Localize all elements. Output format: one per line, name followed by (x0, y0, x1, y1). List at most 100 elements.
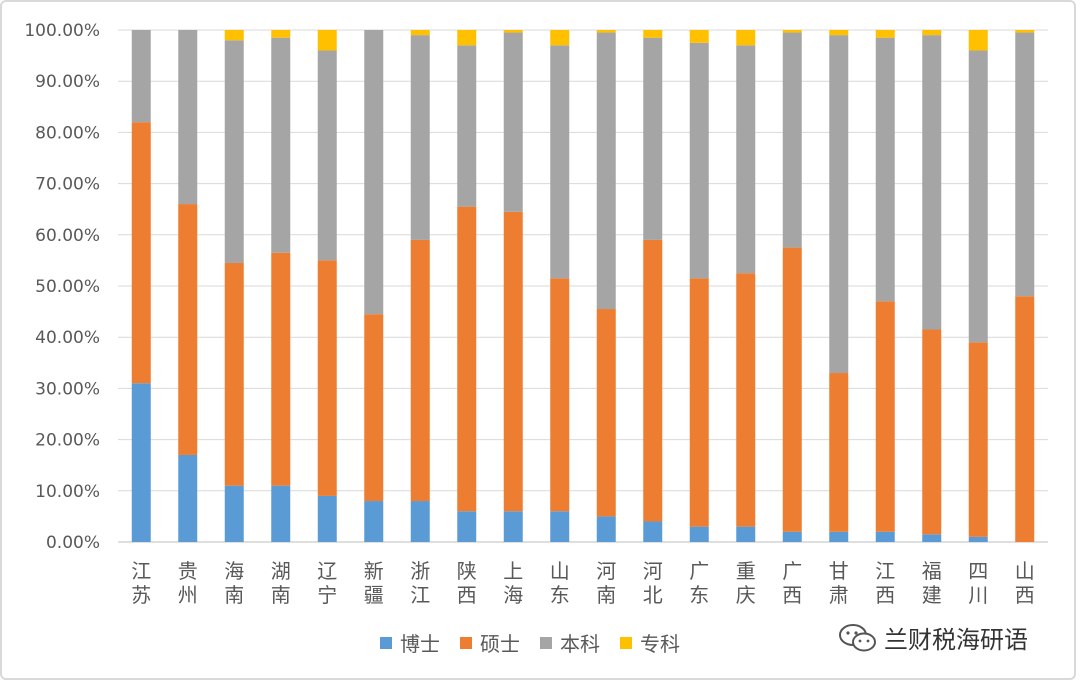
bar-segment (736, 45, 756, 274)
y-tick-label: 80.00% (35, 123, 100, 143)
wechat-icon (839, 623, 876, 651)
bar-segment (317, 50, 337, 261)
bar-segment (596, 516, 616, 542)
bar-segment (131, 30, 151, 123)
bar-segment (317, 30, 337, 51)
legend-swatch-doctor (380, 636, 392, 649)
y-tick-label: 20.00% (35, 431, 100, 451)
x-tick-label: 河南 (596, 559, 616, 607)
legend-label-junior-college: 专科 (640, 632, 680, 656)
bar-segment (1015, 30, 1035, 33)
bar-segment (922, 30, 942, 36)
bar-segment (922, 329, 942, 535)
bar-segment (503, 211, 523, 512)
y-tick-label: 70.00% (35, 175, 100, 195)
y-tick-label: 0.00% (46, 533, 100, 553)
bar-segment (178, 454, 198, 542)
bar-segment (596, 32, 616, 310)
bar-segment (364, 501, 384, 542)
legend-item-master: 硕士 (460, 628, 520, 657)
bar-segment (550, 511, 570, 542)
bar-segment (829, 531, 849, 542)
bar-segment (596, 309, 616, 517)
bar-segment (643, 37, 663, 240)
bar-segment (410, 30, 430, 36)
legend-swatch-junior-college (620, 636, 632, 649)
bar-segment (503, 32, 523, 212)
bar-segment (782, 531, 802, 542)
watermark-text: 兰财税海研语 (884, 626, 1028, 654)
bar-segment (410, 239, 430, 502)
bar-segment (689, 42, 709, 279)
bar-segment (178, 30, 198, 205)
legend: 博士 硕士 本科 专科 (380, 628, 700, 657)
x-tick-label: 四川 (968, 559, 988, 607)
bar-segment (782, 247, 802, 532)
bar-segment (875, 37, 895, 302)
legend-swatch-bachelor (540, 636, 552, 649)
x-tick-label: 福建 (922, 559, 942, 607)
watermark: 兰财税海研语 (838, 620, 1028, 655)
y-tick-label: 30.00% (35, 379, 100, 399)
bar-segment (271, 252, 291, 486)
bar-segment (829, 373, 849, 532)
bar-segment (736, 273, 756, 527)
bar-segment (829, 30, 849, 36)
bar-segment (364, 314, 384, 502)
legend-swatch-master (460, 636, 472, 649)
x-tick-label: 湖南 (271, 559, 291, 607)
legend-item-junior-college: 专科 (620, 628, 680, 657)
bar-segment (1015, 296, 1035, 542)
x-tick-label: 山西 (1015, 559, 1035, 607)
legend-label-bachelor: 本科 (560, 632, 600, 656)
bar-segment (736, 30, 756, 46)
legend-label-master: 硕士 (480, 632, 520, 656)
x-tick-label: 重庆 (736, 559, 756, 607)
x-tick-label: 贵州 (178, 559, 198, 607)
bar-segment (457, 206, 477, 512)
bar-segment (317, 260, 337, 496)
bar-segment (596, 30, 616, 33)
x-tick-label: 广西 (782, 559, 802, 607)
bar-segment (131, 122, 151, 384)
y-tick-label: 50.00% (35, 277, 100, 297)
x-tick-label: 广东 (689, 559, 709, 607)
bar-segment (224, 30, 244, 41)
x-tick-label: 山东 (550, 559, 570, 607)
bar-segment (457, 45, 477, 207)
bar-segment (968, 50, 988, 343)
bar-segment (364, 30, 384, 315)
bar-segment (178, 204, 198, 455)
bar-segment (643, 239, 663, 522)
bar-segment (457, 30, 477, 46)
x-tick-label: 新疆 (364, 559, 384, 607)
bar-segment (503, 511, 523, 542)
bar-segment (503, 30, 523, 33)
y-tick-label: 60.00% (35, 226, 100, 246)
x-tick-label: 海南 (224, 559, 244, 607)
bar-segment (689, 278, 709, 527)
bar-segment (922, 35, 942, 330)
bar-segment (271, 30, 291, 38)
bar-segment (643, 30, 663, 38)
x-tick-label: 江苏 (131, 559, 151, 607)
bar-segment (689, 526, 709, 542)
x-tick-label: 河北 (643, 559, 663, 607)
x-tick-label: 江西 (875, 559, 895, 607)
bar-segment (224, 485, 244, 542)
x-tick-label: 甘肃 (829, 559, 849, 607)
bar-segment (922, 534, 942, 542)
y-tick-label: 10.00% (35, 482, 100, 502)
legend-item-bachelor: 本科 (540, 628, 600, 657)
bar-segment (224, 40, 244, 263)
bar-segment (550, 278, 570, 512)
bar-segment (875, 301, 895, 532)
bar-segment (224, 262, 244, 486)
bar-segment (457, 511, 477, 542)
bar-segment (271, 37, 291, 253)
bar-segment (968, 536, 988, 542)
y-tick-label: 40.00% (35, 328, 100, 348)
x-tick-label: 辽宁 (317, 559, 337, 607)
